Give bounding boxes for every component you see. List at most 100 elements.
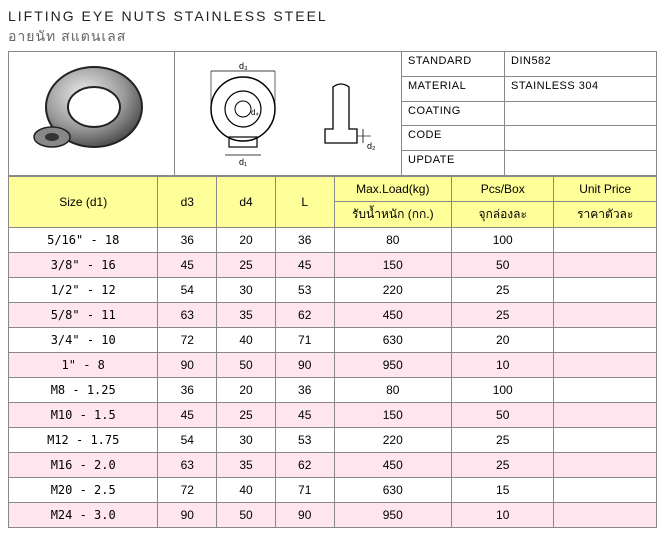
svg-text:d₁: d₁ (239, 157, 247, 167)
svg-text:d₂: d₂ (367, 141, 376, 151)
meta-code-label: CODE (402, 126, 505, 150)
cell-pcs: 10 (451, 503, 553, 528)
cell-d3: 36 (158, 228, 217, 253)
spec-table: Size (d1) d3 d4 L Max.Load(kg) Pcs/Box U… (8, 176, 657, 528)
cell-d4: 50 (217, 353, 276, 378)
cell-load: 220 (334, 428, 451, 453)
table-row: M24 - 3.090509095010 (9, 503, 657, 528)
meta-standard-value: DIN582 (505, 52, 656, 76)
cell-L: 36 (275, 228, 334, 253)
cell-price (554, 253, 657, 278)
cell-pcs: 100 (451, 378, 553, 403)
cell-d4: 50 (217, 503, 276, 528)
cell-d4: 35 (217, 303, 276, 328)
cell-load: 630 (334, 478, 451, 503)
col-d4: d4 (217, 177, 276, 228)
cell-size: 3/8" - 16 (9, 253, 158, 278)
cell-d4: 20 (217, 228, 276, 253)
metadata-panel: STANDARD DIN582 MATERIAL STAINLESS 304 C… (402, 52, 657, 176)
meta-coating-label: COATING (402, 102, 505, 126)
cell-price (554, 453, 657, 478)
cell-d3: 45 (158, 403, 217, 428)
meta-update-label: UPDATE (402, 151, 505, 175)
cell-load: 80 (334, 228, 451, 253)
cell-pcs: 15 (451, 478, 553, 503)
cell-L: 71 (275, 328, 334, 353)
product-photo (9, 52, 175, 176)
cell-size: M24 - 3.0 (9, 503, 158, 528)
svg-text:d₃: d₃ (239, 61, 248, 71)
cell-d3: 90 (158, 503, 217, 528)
cell-size: 5/8" - 11 (9, 303, 158, 328)
cell-pcs: 25 (451, 428, 553, 453)
cell-price (554, 328, 657, 353)
cell-d4: 25 (217, 253, 276, 278)
cell-load: 80 (334, 378, 451, 403)
cell-pcs: 50 (451, 403, 553, 428)
cell-d3: 36 (158, 378, 217, 403)
table-row: 5/16" - 1836203680100 (9, 228, 657, 253)
table-row: 3/8" - 1645254515050 (9, 253, 657, 278)
cell-L: 71 (275, 478, 334, 503)
table-row: M20 - 2.572407163015 (9, 478, 657, 503)
cell-price (554, 503, 657, 528)
cell-price (554, 428, 657, 453)
cell-pcs: 25 (451, 453, 553, 478)
cell-size: 1" - 8 (9, 353, 158, 378)
cell-load: 950 (334, 503, 451, 528)
cell-d3: 90 (158, 353, 217, 378)
cell-size: M20 - 2.5 (9, 478, 158, 503)
cell-d4: 40 (217, 478, 276, 503)
technical-diagram: d₃ d₁ d₄ d₂ (175, 52, 402, 176)
cell-load: 450 (334, 453, 451, 478)
cell-d3: 72 (158, 478, 217, 503)
title-english: LIFTING EYE NUTS STAINLESS STEEL (8, 8, 657, 24)
cell-load: 450 (334, 303, 451, 328)
table-row: M10 - 1.545254515050 (9, 403, 657, 428)
cell-L: 62 (275, 453, 334, 478)
col-size: Size (d1) (9, 177, 158, 228)
meta-coating-value (505, 102, 656, 126)
cell-size: M16 - 2.0 (9, 453, 158, 478)
cell-load: 150 (334, 253, 451, 278)
table-row: 1" - 890509095010 (9, 353, 657, 378)
cell-pcs: 25 (451, 278, 553, 303)
cell-d3: 63 (158, 303, 217, 328)
cell-d4: 35 (217, 453, 276, 478)
cell-size: M12 - 1.75 (9, 428, 158, 453)
title-thai: อายนัท สแตนเลส (8, 26, 657, 52)
col-price-th: ราคาตัวละ (554, 202, 657, 228)
cell-d4: 20 (217, 378, 276, 403)
table-row: M12 - 1.7554305322025 (9, 428, 657, 453)
cell-price (554, 403, 657, 428)
col-load-en: Max.Load(kg) (334, 177, 451, 202)
cell-d3: 54 (158, 278, 217, 303)
cell-L: 53 (275, 428, 334, 453)
cell-price (554, 278, 657, 303)
cell-d4: 25 (217, 403, 276, 428)
meta-code-value (505, 126, 656, 150)
meta-standard-label: STANDARD (402, 52, 505, 76)
header-row: d₃ d₁ d₄ d₂ STANDARD DIN582 MATERIAL STA… (8, 52, 657, 176)
cell-pcs: 10 (451, 353, 553, 378)
cell-L: 62 (275, 303, 334, 328)
cell-size: 5/16" - 18 (9, 228, 158, 253)
cell-d3: 72 (158, 328, 217, 353)
table-row: M8 - 1.2536203680100 (9, 378, 657, 403)
table-body: 5/16" - 18362036801003/8" - 164525451505… (9, 228, 657, 528)
cell-load: 220 (334, 278, 451, 303)
cell-L: 90 (275, 503, 334, 528)
table-row: 3/4" - 1072407163020 (9, 328, 657, 353)
cell-price (554, 478, 657, 503)
cell-size: 1/2" - 12 (9, 278, 158, 303)
cell-L: 45 (275, 403, 334, 428)
cell-price (554, 228, 657, 253)
cell-d3: 54 (158, 428, 217, 453)
cell-d3: 45 (158, 253, 217, 278)
cell-L: 90 (275, 353, 334, 378)
cell-price (554, 353, 657, 378)
cell-price (554, 303, 657, 328)
meta-material-label: MATERIAL (402, 77, 505, 101)
col-L: L (275, 177, 334, 228)
cell-d4: 40 (217, 328, 276, 353)
